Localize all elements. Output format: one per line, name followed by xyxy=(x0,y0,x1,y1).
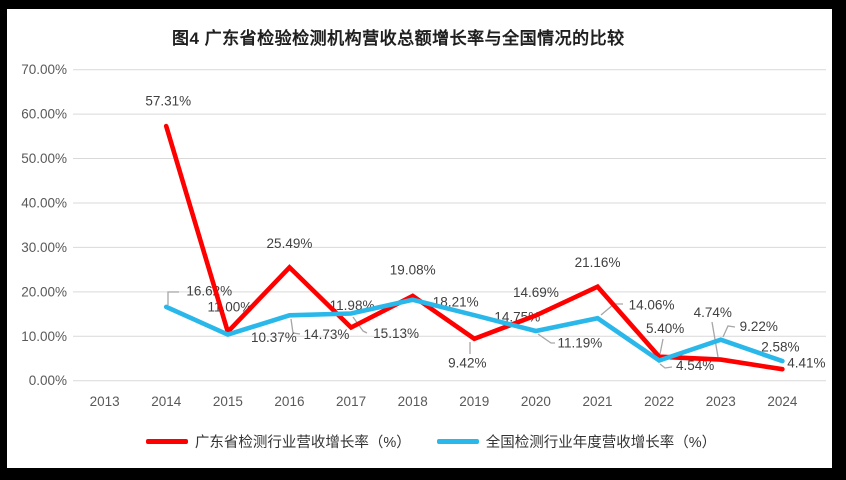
x-axis-label: 2019 xyxy=(459,394,489,409)
x-axis-label: 2017 xyxy=(336,394,366,409)
data-label-guangdong: 9.42% xyxy=(448,355,486,370)
data-label-national: 14.75% xyxy=(494,310,540,325)
x-axis-label: 2018 xyxy=(398,394,428,409)
legend-swatch-guangdong xyxy=(145,439,188,444)
legend-label-guangdong: 广东省检测行业营收增长率（%） xyxy=(194,435,411,451)
series-line-guangdong xyxy=(163,123,785,372)
y-axis-tick-label: 60.00% xyxy=(21,107,67,122)
y-axis-tick-label: 30.00% xyxy=(21,240,67,255)
y-axis-tick-label: 40.00% xyxy=(21,195,67,210)
chart-title: 图4 广东省检验检测机构营收总额增长率与全国情况的比较 xyxy=(172,29,625,48)
data-label-guangdong: 2.58% xyxy=(761,340,799,355)
x-axis-label: 2013 xyxy=(90,394,120,409)
y-axis-tick-label: 50.00% xyxy=(21,151,67,166)
legend-swatch-national xyxy=(436,439,479,444)
data-label-national: 4.54% xyxy=(676,358,714,373)
x-axis-label: 2024 xyxy=(767,394,798,409)
y-axis-tick-label: 70.00% xyxy=(21,62,67,77)
legend-item-national: 全国检测行业年度营收增长率（%） xyxy=(436,431,717,452)
data-label-national: 11.19% xyxy=(558,335,603,350)
data-label-guangdong: 25.49% xyxy=(267,236,313,251)
data-label-national: 4.41% xyxy=(787,356,825,371)
data-label-guangdong: 5.40% xyxy=(646,321,684,336)
data-label-guangdong: 4.74% xyxy=(694,305,732,320)
data-label-national: 10.37% xyxy=(251,330,297,345)
data-label-national: 9.22% xyxy=(740,319,778,334)
data-label-guangdong: 14.69% xyxy=(513,285,559,300)
x-axis-label: 2022 xyxy=(644,394,674,409)
legend-item-guangdong: 广东省检测行业营收增长率（%） xyxy=(145,431,411,452)
data-label-leader-line xyxy=(659,338,664,355)
data-label-guangdong: 21.16% xyxy=(575,255,621,270)
y-axis-tick-label: 0.00% xyxy=(29,373,67,388)
x-axis-label: 2023 xyxy=(706,394,736,409)
y-axis-tick-label: 20.00% xyxy=(21,284,67,299)
chart-panel: 图4 广东省检验检测机构营收总额增长率与全国情况的比较 xyxy=(7,9,832,468)
legend-label-national: 全国检测行业年度营收增长率（%） xyxy=(485,435,717,451)
data-label-leader-line xyxy=(722,325,736,338)
x-axis-label: 2015 xyxy=(213,394,243,409)
data-label-leader-line xyxy=(167,291,179,305)
data-label-national: 15.13% xyxy=(373,326,419,341)
data-label-guangdong: 19.08% xyxy=(390,262,436,277)
y-axis-tick-label: 10.00% xyxy=(21,329,67,344)
x-axis-label: 2021 xyxy=(583,394,613,409)
series-line-national xyxy=(163,297,785,364)
data-label-guangdong: 57.31% xyxy=(145,94,191,109)
data-label-national: 16.62% xyxy=(186,283,232,298)
legend: 广东省检测行业营收增长率（%） 全国检测行业年度营收增长率（%） xyxy=(8,431,846,452)
data-label-national: 14.06% xyxy=(629,298,675,313)
x-axis-label: 2020 xyxy=(521,394,551,409)
data-label-leader-line xyxy=(537,333,555,344)
x-axis-label: 2014 xyxy=(151,394,182,409)
data-label-leader-line xyxy=(659,363,673,369)
data-label-leader-line xyxy=(352,316,368,334)
x-axis-label: 2016 xyxy=(274,394,304,409)
data-label-leader-line xyxy=(290,318,301,335)
data-label-national: 14.73% xyxy=(304,327,350,342)
